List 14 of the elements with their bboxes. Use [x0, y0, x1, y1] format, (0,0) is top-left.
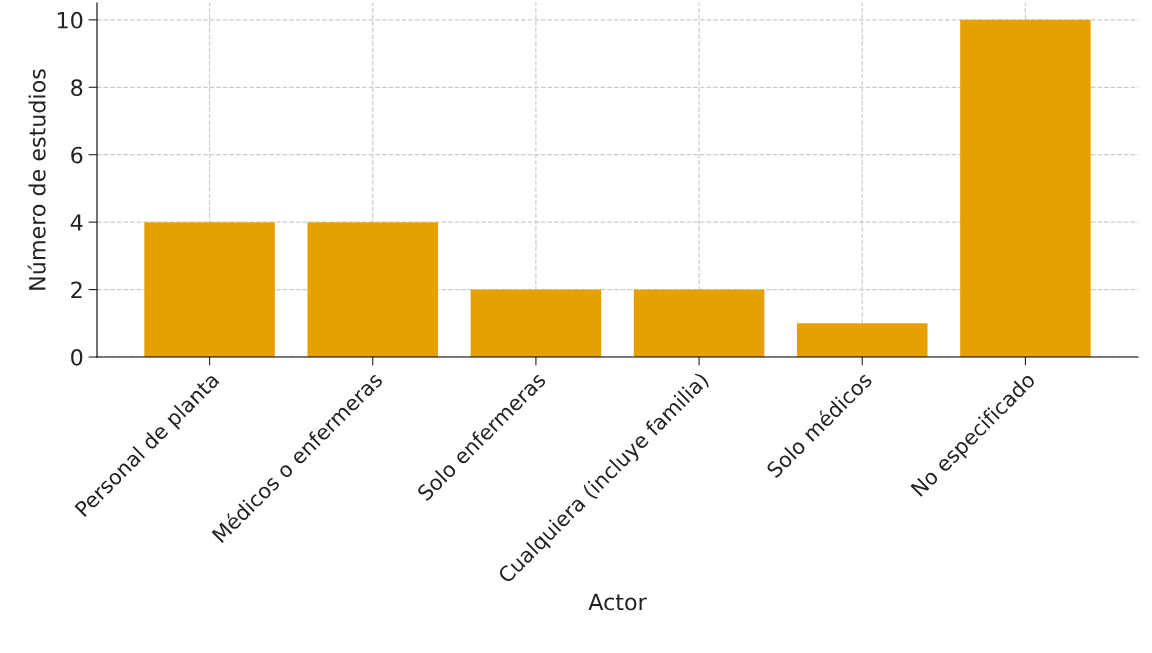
y-tick-label: 2 — [71, 281, 82, 299]
bar — [960, 19, 1091, 357]
bar — [144, 222, 275, 357]
y-axis-title: Número de estudios — [27, 69, 46, 290]
y-tick-label: 6 — [71, 146, 83, 164]
x-axis-title: Actor — [588, 593, 647, 611]
bar — [307, 222, 439, 357]
y-tick-label: 8 — [71, 79, 83, 97]
bar — [633, 289, 765, 357]
y-tick-label: 10 — [57, 11, 83, 29]
bar — [796, 323, 928, 357]
y-tick-label: 4 — [70, 214, 83, 231]
bar — [470, 289, 602, 357]
y-tick-label: 0 — [71, 348, 83, 366]
